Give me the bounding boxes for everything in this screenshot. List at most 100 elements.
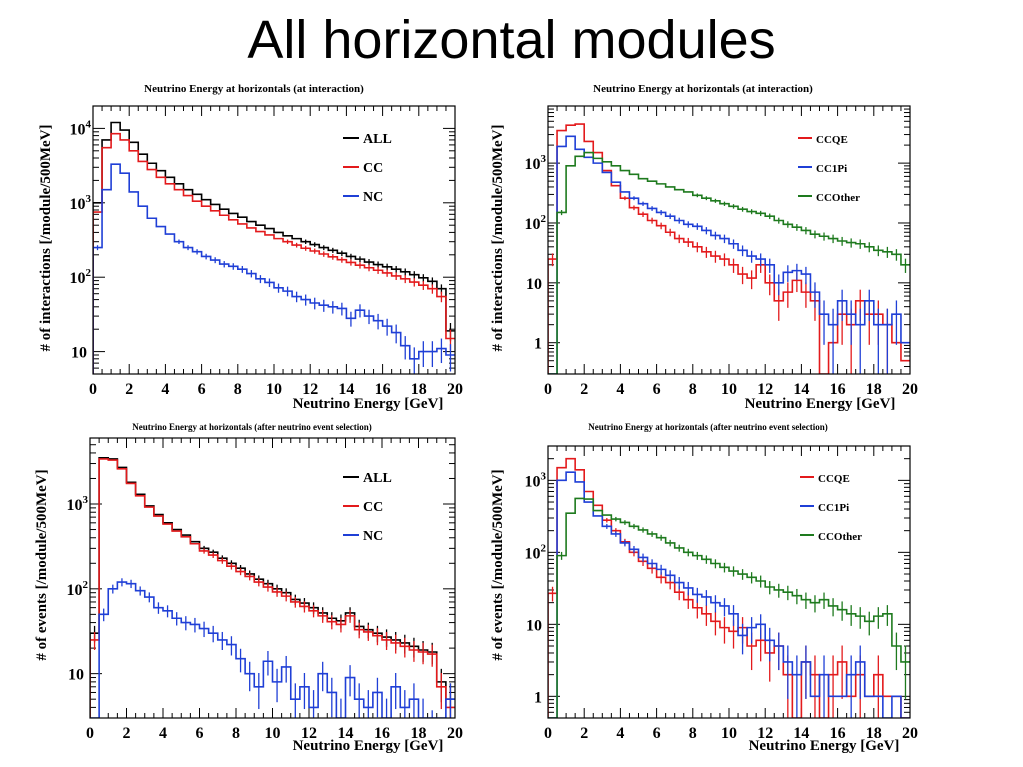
y-tick-label: 103 [67,494,89,514]
legend-entry: CC [363,500,383,515]
series-line-CC1Pi [548,135,910,374]
series-line-CC [90,458,455,718]
x-tick-label: 2 [580,381,588,398]
plot-frame [89,437,456,719]
chart-title: Neutrino Energy at horizontals (at inter… [144,83,364,95]
x-tick-label: 0 [86,725,94,742]
plot-frame [547,445,911,719]
y-tick-label: 102 [525,213,547,233]
panel-background [37,78,469,408]
series-line-ALL [93,121,455,374]
series-line-ALL [90,457,455,718]
series-line-CCOther [548,497,910,718]
x-tick-label: 12 [302,381,318,398]
chart-panel: Neutrino Energy at horizontals (at inter… [37,78,469,412]
x-tick-label: 0 [89,381,97,398]
x-tick-label: 18 [411,381,427,398]
x-tick-label: 4 [159,725,167,742]
x-tick-label: 6 [653,725,661,742]
y-tick-label: 10 [71,345,87,362]
x-tick-label: 16 [375,381,391,398]
x-tick-label: 14 [793,381,809,398]
chart-title: Neutrino Energy at horizontals (after ne… [132,422,372,432]
y-axis-label: # of events [/module/500MeV] [490,469,506,660]
chart-panel: Neutrino Energy at horizontals (after ne… [34,420,469,755]
x-tick-label: 14 [338,381,354,398]
y-tick-label: 103 [525,470,547,490]
x-tick-label: 16 [374,725,390,742]
y-axis-label: # of interactions [/module/500MeV] [38,124,54,351]
legend-entry: CC1Pi [816,163,847,175]
y-tick-label: 102 [70,267,92,287]
x-tick-label: 18 [411,725,427,742]
legend-entry: CCOther [818,531,862,543]
legend-entry: NC [363,190,383,205]
chart-panel: Neutrino Energy at horizontals (after ne… [490,420,924,755]
x-tick-label: 18 [866,725,882,742]
y-tick-label: 10 [526,276,542,293]
y-tick-label: 104 [70,118,92,138]
x-tick-label: 0 [544,725,552,742]
x-tick-label: 12 [757,381,773,398]
x-tick-label: 12 [301,725,317,742]
x-tick-label: 10 [265,725,281,742]
series-line-CC [93,132,455,374]
x-tick-label: 4 [616,725,624,742]
slide-title: All horizontal modules [247,10,776,70]
x-tick-label: 6 [196,725,204,742]
legend-entry: ALL [363,132,392,147]
x-tick-label: 4 [616,381,624,398]
x-tick-label: 14 [338,725,354,742]
x-tick-label: 16 [830,381,846,398]
plot-frame [92,105,456,375]
y-tick-label: 102 [525,542,547,562]
plot-frame [547,105,911,375]
x-tick-label: 0 [544,381,552,398]
series-group [548,123,910,374]
x-tick-label: 10 [721,725,737,742]
x-tick-label: 6 [653,381,661,398]
y-axis-label: # of events [/module/500MeV] [34,469,50,660]
x-tick-label: 4 [161,381,169,398]
x-tick-label: 10 [721,381,737,398]
y-tick-label: 1 [534,336,542,353]
legend-entry: CCQE [818,473,850,485]
legend-entry: CCOther [816,192,860,204]
panel-background [490,420,924,755]
y-axis-label: # of interactions [/module/500MeV] [490,124,506,351]
x-tick-label: 8 [689,381,697,398]
legend-entry: NC [363,529,383,544]
legend-entry: CC [363,161,383,176]
x-tick-label: 6 [198,381,206,398]
chart-panel: Neutrino Energy at horizontals (at inter… [490,78,924,412]
x-axis-label: Neutrino Energy [GeV] [293,738,444,754]
chart-title: Neutrino Energy at horizontals (after ne… [588,422,828,432]
chart-title: Neutrino Energy at horizontals (at inter… [593,83,813,95]
x-tick-label: 8 [232,725,240,742]
series-line-CCOther [548,151,910,374]
x-tick-label: 2 [125,381,133,398]
x-tick-label: 10 [266,381,282,398]
y-tick-label: 10 [526,617,542,634]
series-group [90,457,455,718]
x-axis-label: Neutrino Energy [GeV] [293,396,444,412]
y-tick-label: 102 [67,579,89,599]
x-tick-label: 20 [902,381,918,398]
x-tick-label: 14 [793,725,809,742]
x-tick-label: 2 [580,725,588,742]
x-tick-label: 18 [866,381,882,398]
x-tick-label: 8 [234,381,242,398]
legend-entry: ALL [363,471,392,486]
panel-background [37,420,469,755]
x-tick-label: 12 [757,725,773,742]
series-group [548,457,910,718]
y-tick-label: 1 [534,689,542,706]
y-tick-label: 10 [68,667,84,684]
series-group [93,121,455,374]
x-axis-label: Neutrino Energy [GeV] [745,396,896,412]
x-axis-label: Neutrino Energy [GeV] [749,738,900,754]
y-tick-label: 103 [70,193,92,213]
legend-entry: CC1Pi [818,502,849,514]
y-tick-label: 103 [525,153,547,173]
